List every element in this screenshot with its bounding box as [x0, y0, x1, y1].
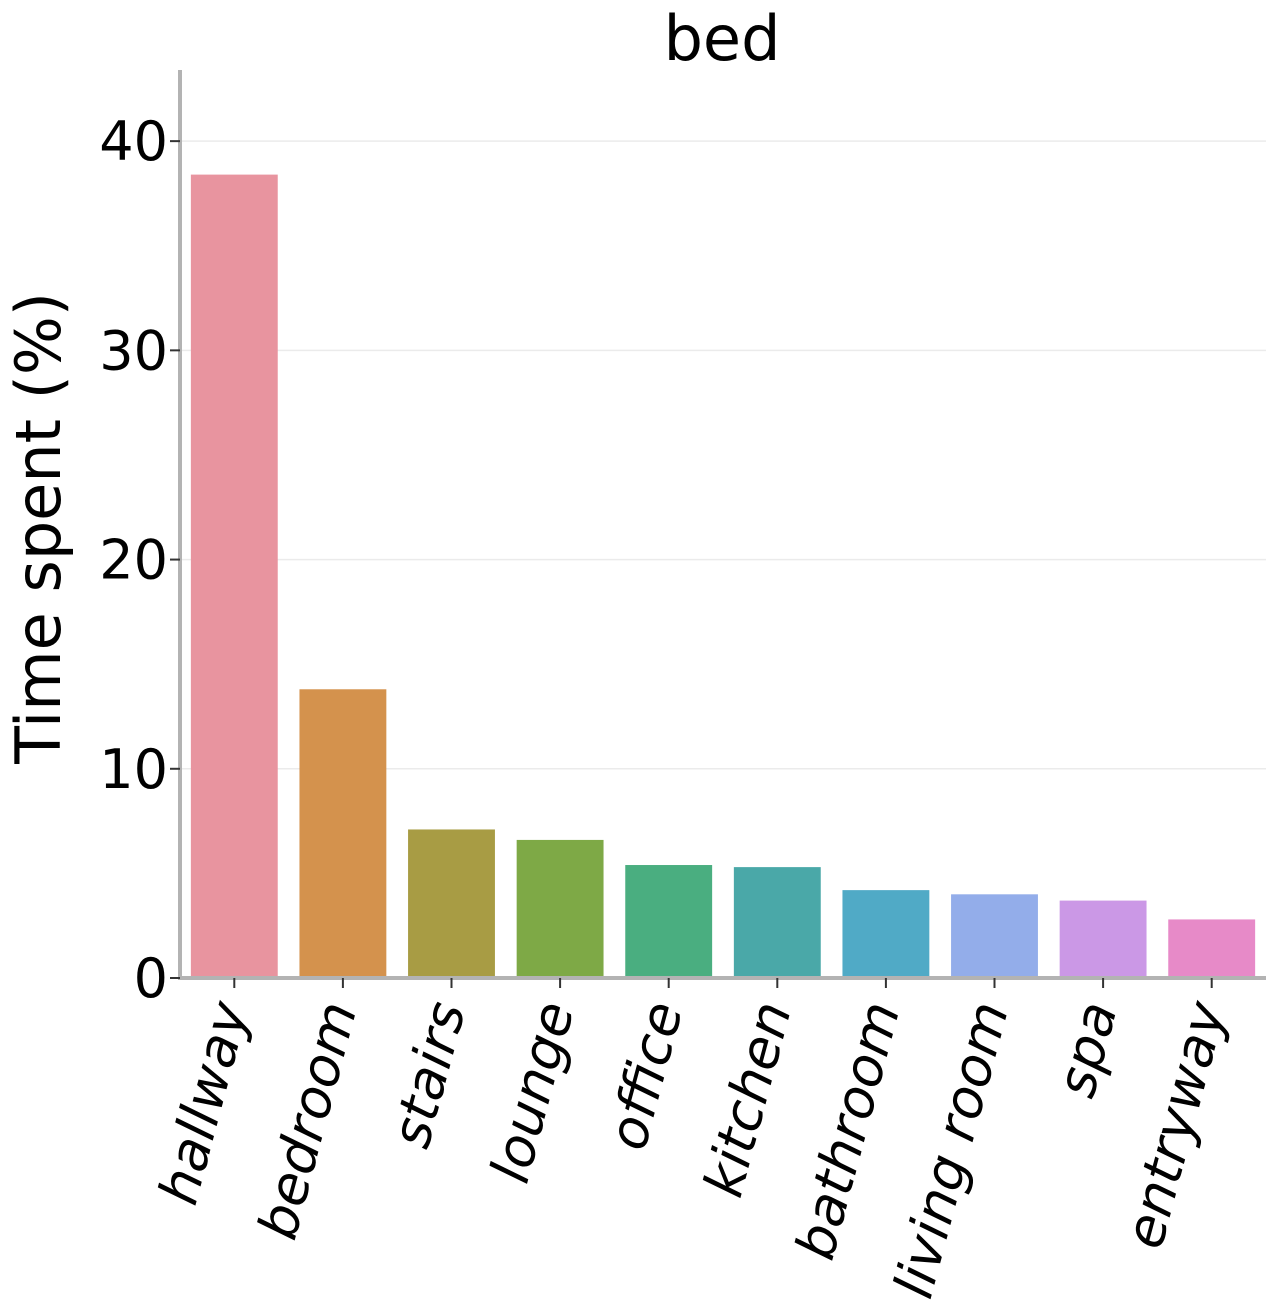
y-tick-label: 40 — [99, 110, 168, 173]
y-tick-label: 10 — [99, 738, 168, 801]
chart-title: bed — [664, 2, 781, 75]
gridlines — [180, 140, 1266, 770]
x-tick-label: office — [596, 995, 696, 1156]
bar-living-room — [951, 894, 1038, 978]
x-tick-label: stairs — [379, 995, 478, 1154]
bars — [190, 174, 1256, 979]
bar-stairs — [408, 829, 495, 978]
x-tick-label: bathroom — [783, 995, 912, 1266]
x-tick-label: lounge — [478, 995, 586, 1189]
bar-hallway — [190, 174, 278, 979]
axes — [178, 70, 1266, 980]
bar-bathroom — [842, 890, 930, 978]
x-tick-label: hallway — [147, 994, 262, 1211]
bar-spa — [1059, 900, 1147, 978]
x-tick-label: kitchen — [692, 995, 804, 1203]
bar-entryway — [1168, 919, 1256, 978]
y-ticks: 0 10 20 30 40 — [99, 110, 180, 1010]
y-tick-label: 30 — [99, 319, 168, 382]
x-tick-label: entryway — [1112, 994, 1238, 1255]
x-tick-label: bedroom — [246, 995, 370, 1246]
y-tick-label: 20 — [99, 529, 168, 592]
x-tick-label: spa — [1044, 995, 1130, 1104]
bar-office — [625, 865, 713, 978]
y-axis-label: Time spent (%) — [2, 292, 75, 765]
bar-bedroom — [299, 689, 387, 978]
y-tick-label: 0 — [134, 947, 168, 1010]
bar-kitchen — [733, 867, 821, 978]
bar-lounge — [516, 839, 604, 978]
